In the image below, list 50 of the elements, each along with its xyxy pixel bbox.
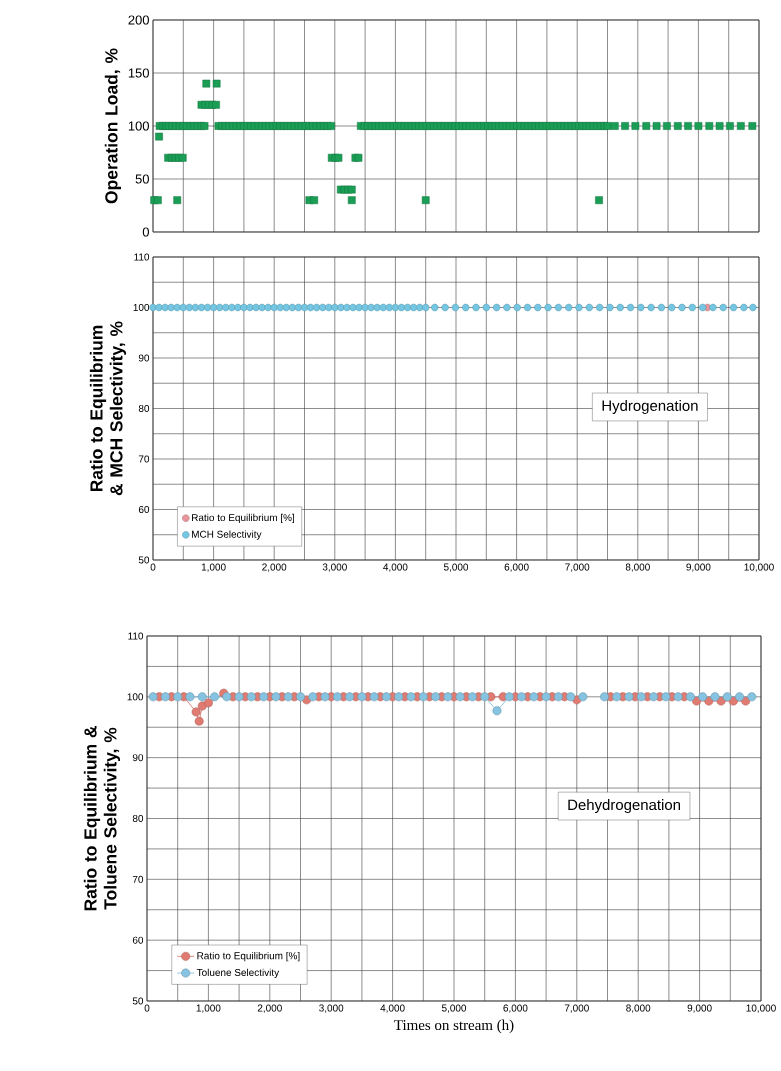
y-tick-label: 200: [128, 15, 149, 25]
y-tick-label: 80: [138, 404, 150, 413]
x-tick-label: 8,000: [626, 1004, 651, 1013]
y-tick-label: 50: [132, 997, 144, 1005]
y-axis-title: Ratio to Equilibrium & Toluene Selectivity, %: [83, 726, 121, 911]
legend-label: MCH Selectivity: [192, 530, 262, 540]
y-tick-label: 50: [138, 556, 150, 564]
y-tick-label: 90: [132, 754, 144, 762]
y-axis-title: Ratio to Equilibrium & MCH Selectivity, %: [89, 321, 127, 496]
x-tick-label: 1,000: [201, 563, 226, 572]
y-tick-label: 0: [142, 227, 149, 237]
y-tick-label: 100: [128, 121, 149, 131]
x-tick-label: 5,000: [443, 563, 469, 572]
x-tick-label: 7,000: [565, 563, 590, 572]
x-tick-label: 6,000: [503, 1004, 528, 1013]
annotation: Dehydrogenation: [568, 799, 680, 814]
y-tick-label: 90: [138, 354, 150, 362]
y-tick-label: 110: [134, 253, 150, 261]
x-tick-label: 0: [150, 563, 156, 571]
y-axis-title: Operation Load, %: [104, 48, 122, 204]
x-tick-label: 3,000: [322, 563, 347, 572]
y-tick-label: 50: [135, 174, 149, 184]
legend-label: Ratio to Equilibrium [%]: [192, 513, 295, 524]
y-tick-label: 110: [128, 632, 144, 640]
legend-label: Ratio to Equilibrium [%]: [197, 952, 300, 962]
y-tick-label: 150: [128, 68, 149, 78]
x-tick-label: 8,000: [625, 563, 650, 572]
x-tick-label: 9,000: [686, 563, 711, 572]
x-tick-label: 9,000: [687, 1004, 712, 1013]
y-tick-label: 80: [132, 814, 144, 823]
x-tick-label: 2,000: [262, 563, 287, 572]
y-tick-label: 100: [133, 303, 150, 312]
x-tick-label: 4,000: [383, 563, 408, 572]
x-tick-label: 10,000: [744, 563, 774, 572]
x-tick-label: 5,000: [441, 1004, 467, 1013]
x-tick-label: 6,000: [504, 563, 529, 572]
y-tick-label: 100: [127, 693, 144, 701]
y-tick-label: 60: [132, 936, 144, 944]
y-tick-label: 70: [132, 875, 144, 883]
x-tick-label: 3,000: [319, 1004, 344, 1013]
x-tick-label: 4,000: [380, 1004, 405, 1013]
x-tick-label: 10,000: [746, 1004, 776, 1013]
x-axis-title: Times on stream (h): [394, 1019, 514, 1034]
x-tick-label: 2,000: [257, 1004, 282, 1013]
y-tick-label: 70: [138, 455, 150, 463]
y-tick-label: 60: [138, 505, 150, 514]
legend-label: Toluene Selectivity: [196, 968, 280, 978]
x-tick-label: 1,000: [196, 1004, 221, 1013]
annotation: Hydrogenation: [602, 400, 698, 414]
x-tick-label: 7,000: [564, 1004, 589, 1013]
